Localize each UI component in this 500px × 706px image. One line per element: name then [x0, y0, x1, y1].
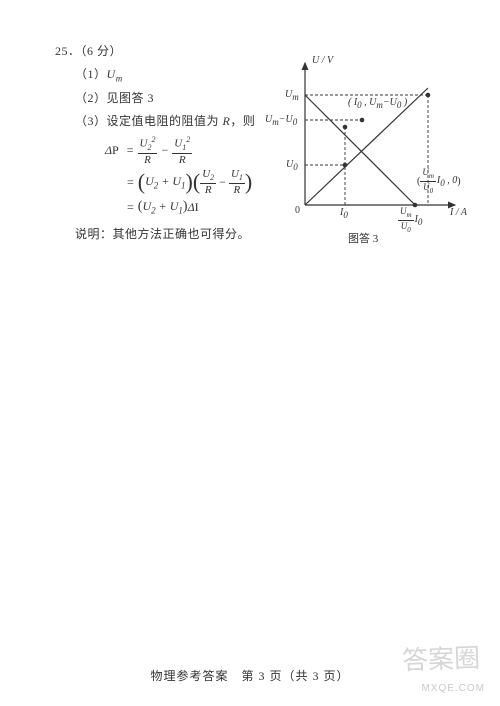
- eq2-frac2: U1 R: [229, 169, 245, 196]
- eq3-open: (: [138, 200, 143, 214]
- page-footer: 物理参考答案 第 3 页（共 3 页）: [0, 667, 500, 684]
- y-axis-label: U / V: [312, 55, 333, 66]
- origin-label: 0: [295, 205, 300, 216]
- eq2-open2: (: [193, 171, 200, 193]
- p1-answer: Um: [107, 67, 123, 81]
- watermark-url: MXQE.COM: [421, 683, 485, 694]
- footer-right: 第 3 页（共 3 页）: [242, 669, 350, 683]
- p2-label: （2）: [75, 91, 107, 105]
- graph-figure: U / V I / A 0 Um Um−U0 U0 I0 Um U0 I0 ( …: [270, 55, 470, 245]
- graph-caption: 图答 3: [348, 230, 378, 246]
- eq1-frac1: U22 R: [138, 136, 158, 166]
- footer-left: 物理参考答案: [150, 669, 228, 683]
- xtick-umoveru0: Um U0 I0: [398, 207, 422, 234]
- eq1-equals: =: [127, 143, 134, 158]
- eq-lhs: ΔP: [105, 143, 119, 158]
- p3-label: （3）: [75, 114, 107, 128]
- p3-prefix: 设定值电阻的阻值为: [107, 114, 223, 128]
- p2-answer: 见图答 3: [107, 91, 155, 105]
- eq2-minus: −: [219, 175, 226, 190]
- annot-1: ( I0 , Um−U0 ): [348, 97, 407, 110]
- eq2-close1: ): [186, 171, 193, 193]
- x-axis-label: I / A: [450, 207, 467, 218]
- eq2-equals: =: [127, 175, 134, 190]
- p1-label: （1）: [75, 67, 107, 81]
- ytick-um: Um: [285, 89, 299, 102]
- annot-2: ( Um U0 I0 , 0 ): [417, 168, 461, 195]
- eq2-factor1: U2 + U1: [145, 174, 185, 190]
- problem-number: 25．: [55, 44, 81, 58]
- eq1-minus: −: [161, 143, 168, 158]
- eq2-frac1: U2 R: [200, 169, 216, 196]
- xtick-i0: I0: [340, 207, 348, 220]
- eq3-equals: =: [127, 200, 134, 215]
- eq3-body: U2 + U1: [142, 199, 182, 215]
- eq1-frac2: U12 R: [172, 136, 192, 166]
- eq2-open1: (: [138, 171, 145, 193]
- eq3-close: ): [183, 200, 188, 214]
- p3-suffix: ，则: [230, 114, 255, 128]
- page: 25．（6 分） （1）Um （2）见图答 3 （3）设定值电阻的阻值为 R，则…: [0, 0, 500, 706]
- graph-svg: [270, 55, 470, 245]
- problem-points: （6 分）: [81, 44, 123, 58]
- ytick-u0: U0: [286, 159, 298, 172]
- note-text: 说明：其他方法正确也可得分。: [75, 227, 250, 241]
- ytick-um-u0: Um−U0: [265, 114, 297, 127]
- eq3-tail: ΔI: [188, 200, 199, 215]
- dashed-guides: [305, 95, 428, 205]
- eq2-close2: ): [245, 171, 252, 193]
